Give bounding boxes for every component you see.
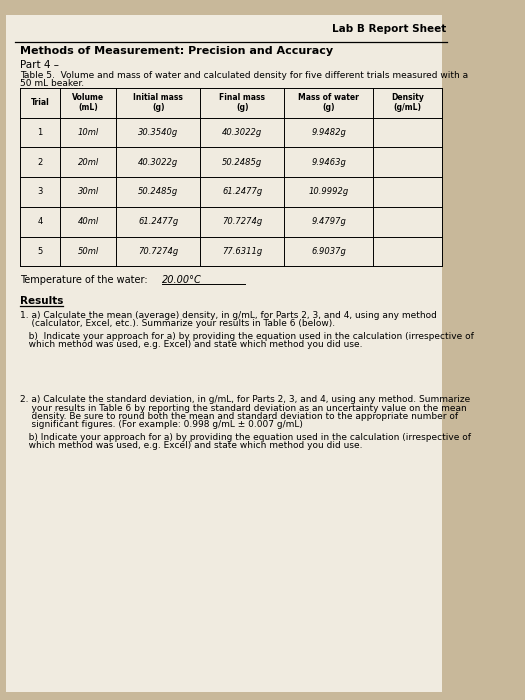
Text: 20.00°C: 20.00°C [162,274,202,285]
Text: (calculator, Excel, etc.). Summarize your results in Table 6 (below).: (calculator, Excel, etc.). Summarize you… [20,319,335,328]
Text: Density
(g/mL): Density (g/mL) [391,93,424,113]
Text: 77.6311g: 77.6311g [222,247,262,256]
Text: Temperature of the water:: Temperature of the water: [20,274,154,285]
Text: which method was used, e.g. Excel) and state which method you did use.: which method was used, e.g. Excel) and s… [20,441,362,450]
Text: 3: 3 [37,188,43,197]
Text: 61.2477g: 61.2477g [222,188,262,197]
Text: 10ml: 10ml [78,128,99,137]
Text: 70.7274g: 70.7274g [138,247,179,256]
Text: 9.9482g: 9.9482g [311,128,346,137]
Text: 70.7274g: 70.7274g [222,217,262,226]
Text: Trial: Trial [31,98,49,107]
Text: 20ml: 20ml [78,158,99,167]
Text: b)  Indicate your approach for a) by providing the equation used in the calculat: b) Indicate your approach for a) by prov… [20,332,474,341]
Text: 30.3540g: 30.3540g [138,128,179,137]
Text: 10.9992g: 10.9992g [309,188,349,197]
Text: 1. a) Calculate the mean (average) density, in g/mL, for Parts 2, 3, and 4, usin: 1. a) Calculate the mean (average) densi… [20,311,437,320]
Text: 50.2485g: 50.2485g [138,188,179,197]
Text: 1: 1 [37,128,43,137]
Text: 61.2477g: 61.2477g [138,217,179,226]
Text: b) Indicate your approach for a) by providing the equation used in the calculati: b) Indicate your approach for a) by prov… [20,433,471,442]
Text: 4: 4 [37,217,43,226]
Text: 9.4797g: 9.4797g [311,217,346,226]
Text: Mass of water
(g): Mass of water (g) [298,93,359,113]
Text: 9.9463g: 9.9463g [311,158,346,167]
FancyBboxPatch shape [6,15,442,692]
Text: Part 4 –: Part 4 – [20,60,59,70]
Text: Table 5.  Volume and mass of water and calculated density for five different tri: Table 5. Volume and mass of water and ca… [20,71,468,80]
Text: 30ml: 30ml [78,188,99,197]
Text: significant figures. (For example: 0.998 g/mL ± 0.007 g/mL): significant figures. (For example: 0.998… [20,421,302,429]
Text: 2: 2 [37,158,43,167]
Text: 5: 5 [37,247,43,256]
Text: Methods of Measurement: Precision and Accuracy: Methods of Measurement: Precision and Ac… [20,46,333,56]
Text: 40.3022g: 40.3022g [138,158,179,167]
Text: which method was used, e.g. Excel) and state which method you did use.: which method was used, e.g. Excel) and s… [20,340,362,349]
Text: 50 mL beaker.: 50 mL beaker. [20,80,84,88]
Text: 6.9037g: 6.9037g [311,247,346,256]
Text: 40ml: 40ml [78,217,99,226]
Text: Final mass
(g): Final mass (g) [219,93,265,113]
Text: 50ml: 50ml [78,247,99,256]
Text: Volume
(mL): Volume (mL) [72,93,104,113]
Text: Initial mass
(g): Initial mass (g) [133,93,183,113]
Text: Lab B Report Sheet: Lab B Report Sheet [332,24,447,34]
Text: 40.3022g: 40.3022g [222,128,262,137]
Text: your results in Table 6 by reporting the standard deviation as an uncertainty va: your results in Table 6 by reporting the… [20,404,467,413]
Text: 50.2485g: 50.2485g [222,158,262,167]
Text: 2. a) Calculate the standard deviation, in g/mL, for Parts 2, 3, and 4, using an: 2. a) Calculate the standard deviation, … [20,395,470,405]
Text: Results: Results [20,296,63,307]
Text: density. Be sure to round both the mean and standard deviation to the appropriat: density. Be sure to round both the mean … [20,412,458,421]
